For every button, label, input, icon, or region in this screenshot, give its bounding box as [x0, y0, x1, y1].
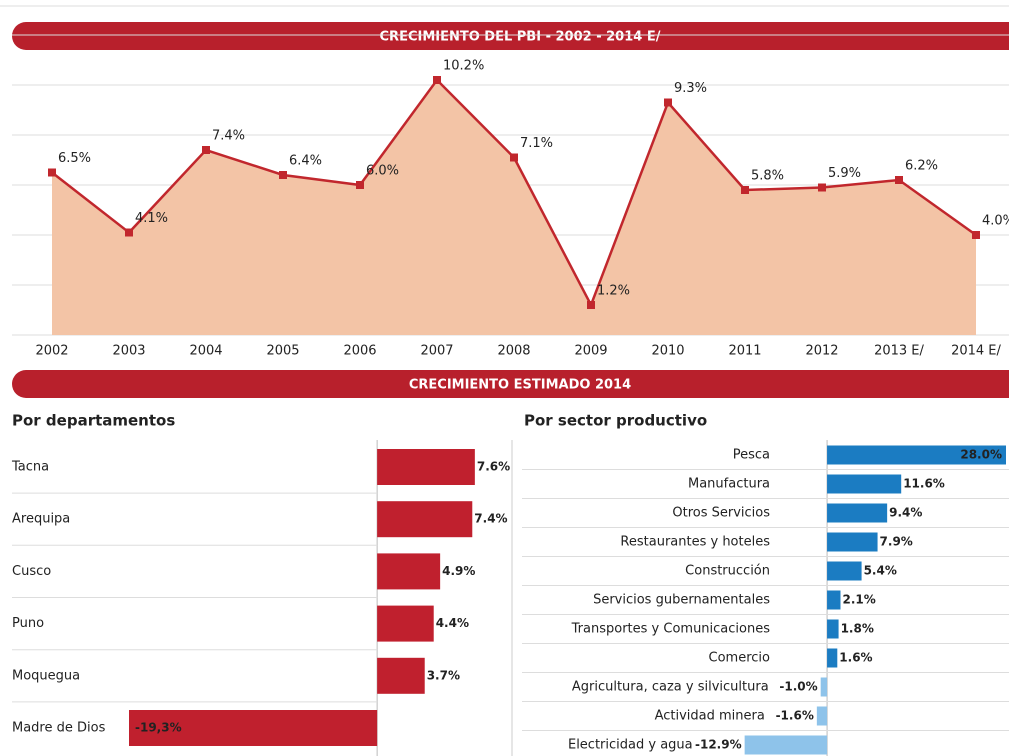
- x-tick-label: 2013 E/: [874, 344, 924, 359]
- data-label: 4.0%: [982, 214, 1009, 229]
- x-tick-label: 2003: [112, 344, 145, 359]
- x-tick-label: 2014 E/: [951, 344, 1001, 359]
- bar: [827, 445, 1006, 465]
- category-label: Moquegua: [12, 668, 80, 683]
- bar: [820, 677, 828, 697]
- category-label: Agricultura, caza y silvicultura: [572, 680, 769, 695]
- bar: [816, 706, 828, 726]
- bar: [377, 449, 475, 485]
- x-tick-label: 2006: [343, 344, 376, 359]
- data-label: 6.5%: [58, 151, 91, 166]
- data-label: 10.2%: [443, 59, 484, 74]
- category-label: Otros Servicios: [672, 506, 770, 521]
- category-label: Tacna: [11, 460, 49, 475]
- data-label: 6.4%: [289, 154, 322, 169]
- data-label: -12.9%: [695, 738, 742, 752]
- bar: [377, 605, 434, 642]
- data-label: 4.9%: [442, 564, 475, 578]
- category-label: Puno: [12, 616, 44, 631]
- category-label: Cusco: [12, 564, 51, 579]
- category-label: Manufactura: [688, 477, 770, 492]
- data-label: 4.1%: [135, 211, 168, 226]
- data-label: 1.8%: [841, 622, 874, 636]
- data-label: 5.8%: [751, 169, 784, 184]
- marker: [664, 98, 672, 107]
- marker: [818, 183, 826, 192]
- section-title: CRECIMIENTO ESTIMADO 2014: [409, 378, 631, 393]
- data-label: -19,3%: [135, 721, 182, 735]
- data-label: 1.6%: [839, 651, 872, 665]
- x-tick-label: 2007: [420, 344, 453, 359]
- marker: [587, 301, 595, 309]
- x-tick-label: 2004: [189, 344, 222, 359]
- marker: [279, 171, 287, 179]
- x-tick-label: 2009: [574, 344, 607, 359]
- data-label: 2.1%: [842, 593, 875, 607]
- category-label: Electricidad y agua: [568, 738, 693, 753]
- data-label: 6.0%: [366, 164, 399, 179]
- x-tick-label: 2005: [266, 344, 299, 359]
- marker: [741, 186, 749, 194]
- category-label: Arequipa: [12, 512, 70, 527]
- x-tick-label: 2008: [497, 344, 530, 359]
- marker: [510, 153, 518, 162]
- data-label: 9.3%: [674, 81, 707, 96]
- data-label: 7.6%: [477, 460, 510, 474]
- data-label: 9.4%: [889, 506, 922, 520]
- bar: [129, 710, 378, 746]
- data-label: 5.9%: [828, 166, 861, 181]
- bar: [377, 553, 441, 590]
- data-label: 11.6%: [903, 477, 945, 491]
- data-label: 4.4%: [436, 616, 469, 630]
- category-label: Restaurantes y hoteles: [620, 535, 770, 550]
- marker: [202, 146, 210, 154]
- category-label: Servicios gubernamentales: [593, 593, 770, 608]
- bar: [827, 474, 902, 494]
- bar: [827, 590, 841, 610]
- bar: [827, 561, 862, 581]
- area: [52, 80, 976, 335]
- x-tick-label: 2012: [805, 344, 838, 359]
- bar: [377, 501, 473, 538]
- banner: [12, 22, 1009, 50]
- x-tick-label: 2010: [651, 344, 684, 359]
- chart-title: Por departamentos: [12, 412, 175, 430]
- bar: [744, 735, 828, 755]
- banner: [12, 370, 1009, 398]
- data-label: 7.9%: [880, 535, 913, 549]
- data-label: 3.7%: [427, 668, 460, 682]
- chart-title: Por sector productivo: [524, 412, 707, 430]
- marker: [433, 76, 441, 84]
- category-label: Transportes y Comunicaciones: [571, 622, 771, 637]
- bar: [827, 532, 878, 552]
- data-label: 7.1%: [520, 136, 553, 151]
- x-tick-label: 2002: [35, 344, 68, 359]
- data-label: 7.4%: [212, 129, 245, 144]
- category-label: Comercio: [709, 651, 771, 666]
- bar: [827, 503, 888, 523]
- category-label: Construcción: [685, 564, 770, 579]
- chart-title: CRECIMIENTO DEL PBI - 2002 - 2014 E/: [380, 30, 661, 45]
- data-label: -1.0%: [779, 680, 817, 694]
- marker: [125, 228, 133, 237]
- x-tick-label: 2011: [728, 344, 761, 359]
- data-label: 1.2%: [597, 284, 630, 299]
- data-label: 28.0%: [960, 448, 1002, 462]
- data-label: 5.4%: [864, 564, 897, 578]
- data-label: 7.4%: [474, 512, 507, 526]
- marker: [972, 231, 980, 239]
- marker: [895, 176, 903, 184]
- bar: [827, 648, 838, 668]
- bar: [827, 619, 839, 639]
- bar: [377, 657, 425, 694]
- category-label: Pesca: [733, 448, 770, 463]
- category-label: Actividad minera: [655, 709, 765, 724]
- marker: [356, 181, 364, 189]
- data-label: -1.6%: [776, 709, 814, 723]
- category-label: Madre de Dios: [12, 721, 106, 736]
- marker: [48, 168, 56, 177]
- data-label: 6.2%: [905, 159, 938, 174]
